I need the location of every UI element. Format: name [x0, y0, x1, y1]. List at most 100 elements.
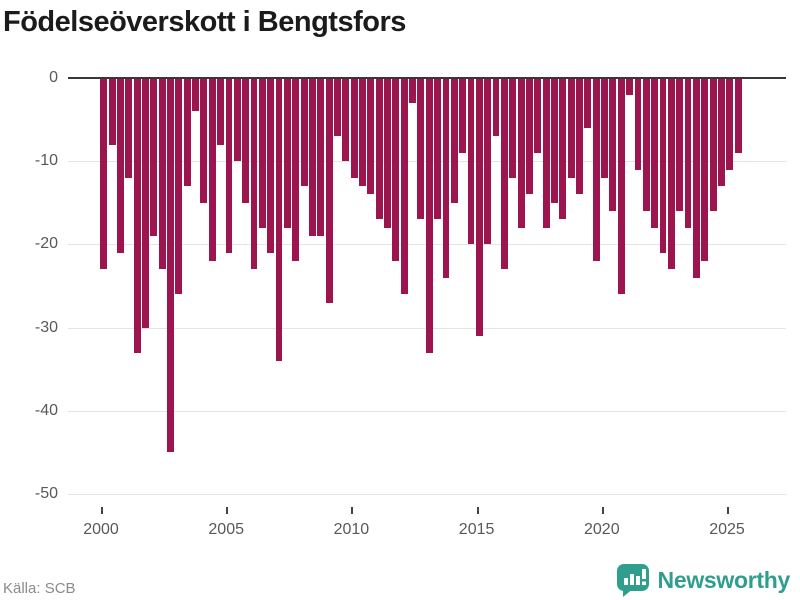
bar	[375, 78, 383, 220]
bar	[100, 78, 108, 270]
x-axis-tick	[727, 507, 729, 514]
bar	[701, 78, 709, 262]
gridline	[68, 494, 786, 495]
bar	[283, 78, 291, 228]
bar	[567, 78, 575, 178]
bar	[609, 78, 617, 212]
bar	[559, 78, 567, 220]
bar	[242, 78, 250, 203]
x-axis-tick-label: 2025	[709, 521, 745, 538]
bar	[676, 78, 684, 212]
x-axis-tick	[101, 507, 103, 514]
bar	[717, 78, 725, 187]
bar	[125, 78, 133, 178]
bar	[308, 78, 316, 237]
bar	[175, 78, 183, 295]
bar	[108, 78, 116, 145]
bar	[225, 78, 233, 253]
y-axis-tick-label: -10	[34, 152, 58, 170]
bar	[509, 78, 517, 178]
x-axis-tick-label: 2010	[333, 521, 370, 538]
bar	[258, 78, 266, 228]
x-axis-tick	[351, 507, 354, 514]
newsworthy-icon	[615, 562, 651, 598]
bar	[334, 78, 341, 137]
bar	[626, 78, 634, 95]
x-axis-tick-label: 2000	[83, 521, 119, 538]
bar	[576, 78, 583, 195]
bar	[692, 78, 700, 278]
source-note: Källa: SCB	[3, 580, 76, 597]
bar	[434, 78, 442, 220]
bar	[392, 78, 400, 262]
bar	[317, 78, 325, 237]
bar	[525, 78, 533, 195]
bar	[651, 78, 659, 228]
newsworthy-wordmark: Newsworthy	[657, 566, 791, 593]
bar	[492, 78, 500, 137]
bar	[726, 78, 734, 170]
x-axis-tick-label: 2005	[208, 521, 244, 538]
bar	[601, 78, 608, 178]
bar	[267, 78, 275, 253]
chart-title: Födelseöverskott i Bengtsfors	[3, 6, 406, 38]
bar	[542, 78, 550, 228]
gridline	[68, 410, 786, 412]
x-axis-tick-label: 2015	[458, 521, 495, 538]
bar	[534, 78, 542, 153]
bar	[275, 78, 283, 361]
bar	[634, 78, 642, 170]
bar	[250, 78, 258, 270]
y-axis-tick-label: -20	[34, 235, 58, 253]
bar	[142, 78, 149, 328]
bar	[551, 78, 558, 203]
bar	[617, 78, 625, 295]
bar	[517, 78, 525, 228]
y-axis-tick-label: -50	[34, 485, 58, 502]
bar	[200, 78, 208, 203]
bar	[183, 78, 191, 187]
bar	[409, 78, 417, 103]
bar	[659, 78, 667, 253]
bar	[684, 78, 692, 228]
bar	[217, 78, 225, 145]
bar	[167, 78, 174, 453]
bar	[300, 78, 308, 187]
bar	[642, 78, 650, 212]
bar	[367, 78, 375, 195]
bar	[233, 78, 241, 162]
bar	[342, 78, 350, 162]
bar	[467, 78, 475, 245]
bar	[475, 78, 483, 336]
x-axis-tick	[476, 507, 479, 514]
bar	[709, 78, 717, 212]
y-axis-tick-label: -30	[34, 318, 58, 336]
bar	[450, 78, 458, 203]
bar	[150, 78, 158, 237]
bar	[350, 78, 358, 178]
bar	[459, 78, 467, 153]
x-axis-tick	[601, 507, 604, 514]
bar	[417, 78, 425, 220]
bar	[592, 78, 600, 262]
bar	[500, 78, 508, 270]
bar	[192, 78, 199, 112]
bar	[584, 78, 592, 128]
y-axis-tick-label: -40	[34, 401, 58, 419]
bar	[325, 78, 333, 303]
newsworthy-logo: Newsworthy	[615, 562, 790, 598]
bar	[158, 78, 166, 270]
bar	[133, 78, 141, 353]
bar	[484, 78, 492, 245]
x-axis-tick-label: 2020	[584, 521, 620, 538]
bar	[359, 78, 366, 187]
bar	[442, 78, 450, 278]
x-axis-tick	[226, 507, 229, 514]
bar	[116, 78, 124, 253]
bar	[384, 78, 391, 228]
bar	[208, 78, 216, 262]
bar	[425, 78, 433, 353]
zero-axis-line	[68, 77, 786, 79]
